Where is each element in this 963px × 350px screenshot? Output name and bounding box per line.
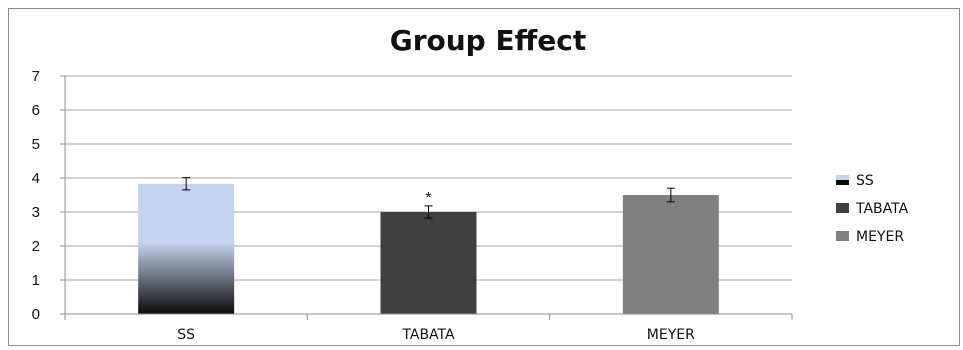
y-tick-label: 3: [32, 204, 40, 221]
legend-swatch-tabata: [836, 203, 849, 213]
y-tick-label: 2: [32, 238, 40, 255]
x-category-label: SS: [177, 327, 195, 343]
bar-meyer: [622, 195, 719, 314]
y-tick-label: 0: [32, 306, 40, 323]
y-tick-label: 4: [32, 170, 40, 187]
legend-swatch-ss-lower: [836, 180, 849, 185]
legend-label-ss: SS: [856, 173, 874, 189]
significance-marker: *: [425, 190, 431, 207]
legend-swatch-meyer: [836, 231, 849, 241]
x-category-label: MEYER: [647, 327, 695, 343]
chart-title: Group Effect: [390, 24, 587, 57]
bars: *: [138, 177, 719, 314]
y-tick-label: 1: [32, 272, 40, 289]
y-tick-label: 6: [32, 102, 40, 119]
legend-label-tabata: TABATA: [855, 201, 909, 217]
legend-label-meyer: MEYER: [856, 229, 904, 245]
legend-swatch-ss: [836, 175, 849, 180]
bar-ss: [138, 183, 235, 314]
x-category-label: TABATA: [401, 327, 455, 343]
y-tick-label: 5: [32, 136, 40, 153]
axes: 0 1 2 3 4 5 6 7 SS TABATA MEYER: [32, 68, 793, 343]
legend: SS TABATA MEYER: [836, 173, 909, 245]
y-tick-label: 7: [32, 68, 40, 85]
bar-tabata: [380, 212, 477, 314]
